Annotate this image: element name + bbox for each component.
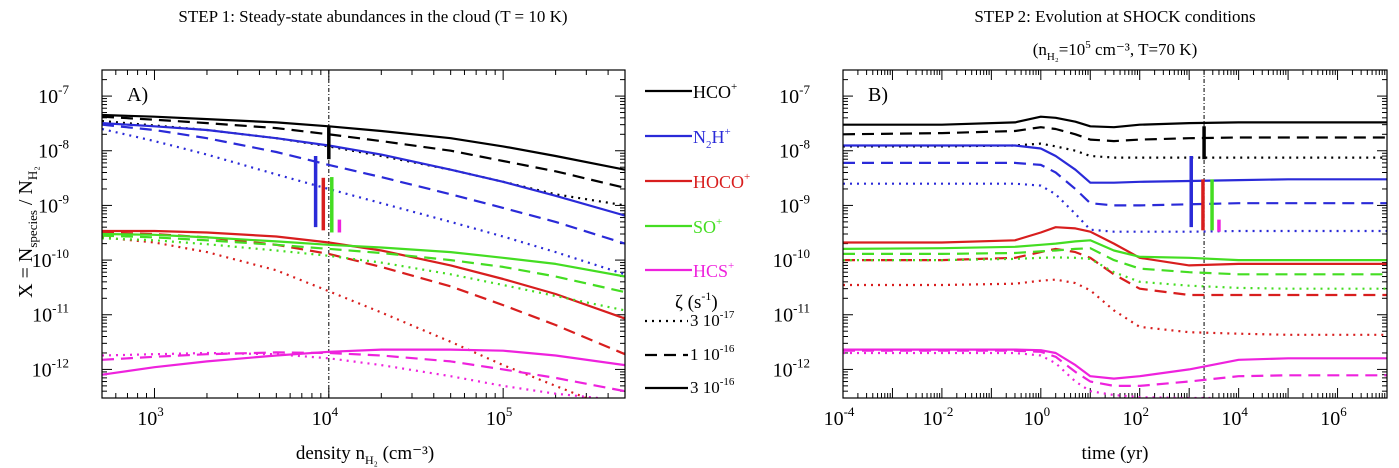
- panel-a-x-tick-label: 104: [312, 404, 339, 430]
- panel-a-y-tick-label: 10-12: [32, 355, 69, 381]
- panel-a-title: STEP 1: Steady-state abundances in the c…: [178, 7, 567, 26]
- panel-b-x-tick-label: 102: [1122, 404, 1149, 430]
- legend-label-hcs: HCS+: [693, 260, 734, 281]
- panel-b-series-hoco-solid: [843, 226, 1387, 267]
- panel-a-series-hcs-dashed: [102, 351, 625, 393]
- panel-b-ticks: [842, 69, 1388, 399]
- panel-b-series-hco-solid: [843, 115, 1387, 129]
- panel-a-label: A): [127, 84, 148, 106]
- panel-b-series-hoco-dotted: [843, 278, 1387, 336]
- panel-a-y-tick-label: 10-9: [38, 191, 69, 217]
- legend-zeta: ζ (s-1) 3 10-17 1 10-16 3 10-16: [645, 289, 735, 397]
- panel-b-x-tick-label: 100: [1024, 404, 1051, 430]
- panel-b-y-tick-label: 10-10: [773, 246, 810, 272]
- legend-label-so: SO+: [693, 216, 722, 237]
- panel-a-series-so-dotted: [102, 237, 625, 312]
- panel-a-frame: [101, 69, 626, 399]
- panel-b-series-so-dashed: [843, 247, 1387, 276]
- panel-b-y-tick-label: 10-7: [779, 82, 810, 108]
- panel-b-frame: [842, 69, 1388, 399]
- legend-item-n2h: N2H+: [645, 126, 731, 151]
- legend-label-hoco: HOCO+: [693, 171, 750, 192]
- legend-species: HCO+ N2H+ HOCO+ SO+ HCS+: [645, 81, 750, 281]
- panel-b-series-hcs-dotted: [843, 351, 1213, 398]
- panel-b-title: STEP 2: Evolution at SHOCK conditions: [974, 7, 1255, 26]
- legend-item-hoco: HOCO+: [645, 171, 750, 192]
- panel-b-y-tick-label: 10-8: [779, 137, 810, 163]
- panel-b-subtitle: (nH₂=105 cm⁻³, T=70 K): [1033, 39, 1198, 63]
- panel-a-series-n2h-solid: [102, 122, 625, 217]
- legend-item-so: SO+: [645, 216, 722, 237]
- panel-b-series-so-dotted: [843, 256, 1387, 290]
- y-axis-label: X = Nspecies / NH₂: [15, 166, 40, 298]
- panel-a-y-tick-label: 10-8: [38, 137, 69, 163]
- panel-b-series-so-solid: [843, 239, 1387, 262]
- legend-label-zeta-dashed: 1 10-16: [690, 343, 735, 364]
- legend-zeta-title: ζ (s-1): [675, 289, 718, 313]
- legend-item-hcs: HCS+: [645, 260, 734, 281]
- panel-a-series-hcs-dotted: [102, 351, 599, 398]
- panel-a-series-hoco-dotted: [102, 236, 587, 398]
- panel-a-x-axis-label: density nH₂ (cm⁻³): [296, 443, 434, 467]
- panel-b-y-tick-label: 10-11: [773, 301, 810, 327]
- panel-b-series-n2h-dotted: [843, 182, 1387, 233]
- panel-b-series-hco-dashed: [843, 126, 1387, 143]
- panel-b-x-axis-label: time (yr): [1081, 443, 1148, 464]
- panel-a-y-tick-label: 10-10: [32, 246, 69, 272]
- panel-a-series-n2h-dashed: [102, 123, 625, 245]
- panel-b-series-hoco-dashed: [843, 247, 1387, 297]
- panel-a-series-so-solid: [102, 232, 625, 278]
- panel-b-y-tick-label: 10-12: [773, 355, 810, 381]
- panel-a-series-hcs-solid: [102, 348, 625, 376]
- panel-a-series-n2h-dotted: [102, 127, 625, 276]
- panel-a-ticks: [101, 69, 626, 399]
- legend-item-hco: HCO+: [645, 81, 737, 102]
- panel-a-y-tick-label: 10-7: [38, 82, 69, 108]
- panel-b-series-hcs-dashed: [843, 349, 1387, 387]
- panel-b-series-n2h-solid: [843, 144, 1387, 184]
- panel-b-label: B): [868, 84, 888, 106]
- legend-label-zeta-dotted: 3 10-17: [690, 309, 735, 330]
- panel-a-x-tick-label: 103: [137, 404, 164, 430]
- legend-label-hco: HCO+: [693, 81, 737, 102]
- panel-a-series-group: [102, 113, 625, 398]
- panel-b-x-tick-label: 10-2: [922, 404, 953, 430]
- panel-b-plot: 10-4 10-2 100 102 104 106 10-12 10-11 10-10 10-9 1…: [773, 69, 1388, 430]
- panel-a-y-tick-label: 10-11: [32, 301, 69, 327]
- panel-b-series-hcs-solid: [843, 348, 1387, 380]
- panel-b-x-tick-label: 106: [1320, 404, 1347, 430]
- panel-a-series-hco-solid: [102, 113, 625, 171]
- panel-a-x-tick-label: 105: [486, 404, 513, 430]
- panel-a-series-so-dashed: [102, 234, 625, 294]
- panel-b-series-group: [843, 115, 1387, 398]
- panel-b-x-tick-label: 104: [1221, 404, 1248, 430]
- panel-b-y-tick-label: 10-9: [779, 191, 810, 217]
- panel-b-series-n2h-dashed: [843, 161, 1387, 207]
- legend-label-zeta-solid: 3 10-16: [690, 376, 735, 397]
- legend-label-n2h: N2H+: [693, 126, 731, 151]
- panel-b-x-tick-label: 10-4: [824, 404, 855, 430]
- panel-a-series-hco-dashed: [102, 115, 625, 189]
- panel-a-plot: 103 104 105 10-12 10-11 10-10 10-9 10-8 10-7 A): [32, 69, 626, 430]
